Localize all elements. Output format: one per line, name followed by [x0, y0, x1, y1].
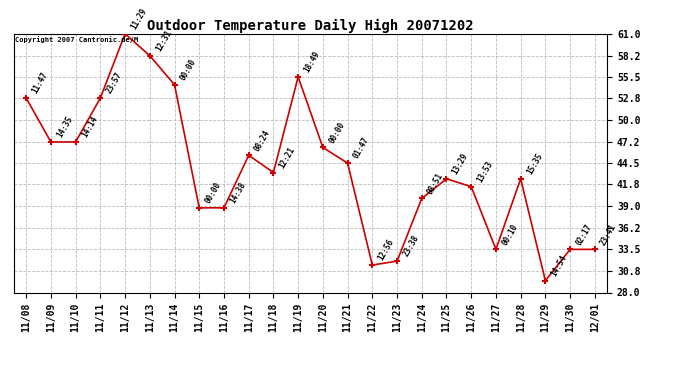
Text: 00:10: 00:10 — [500, 222, 520, 247]
Text: 14:35: 14:35 — [55, 115, 75, 139]
Text: 11:47: 11:47 — [30, 71, 50, 95]
Text: 12:21: 12:21 — [277, 145, 297, 170]
Title: Outdoor Temperature Daily High 20071202: Outdoor Temperature Daily High 20071202 — [147, 18, 474, 33]
Text: 02:17: 02:17 — [574, 222, 593, 247]
Text: 08:51: 08:51 — [426, 171, 445, 196]
Text: 18:49: 18:49 — [302, 50, 322, 74]
Text: 15:35: 15:35 — [525, 152, 544, 176]
Text: 23:38: 23:38 — [401, 234, 421, 258]
Text: 14:54: 14:54 — [549, 254, 569, 278]
Text: 12:31: 12:31 — [154, 28, 173, 53]
Text: 23:41: 23:41 — [599, 222, 618, 247]
Text: 00:00: 00:00 — [204, 180, 223, 205]
Text: Copyright 2007 Cantronic.de/M: Copyright 2007 Cantronic.de/M — [15, 36, 138, 43]
Text: 11:29: 11:29 — [129, 6, 148, 31]
Text: 01:47: 01:47 — [352, 136, 371, 160]
Text: 00:00: 00:00 — [327, 120, 346, 145]
Text: 13:29: 13:29 — [451, 152, 470, 176]
Text: 13:53: 13:53 — [475, 159, 495, 184]
Text: 14:38: 14:38 — [228, 180, 248, 205]
Text: 08:24: 08:24 — [253, 128, 273, 153]
Text: 00:00: 00:00 — [179, 57, 198, 82]
Text: 23:57: 23:57 — [104, 71, 124, 95]
Text: 12:56: 12:56 — [377, 238, 396, 262]
Text: 14:14: 14:14 — [80, 115, 99, 139]
